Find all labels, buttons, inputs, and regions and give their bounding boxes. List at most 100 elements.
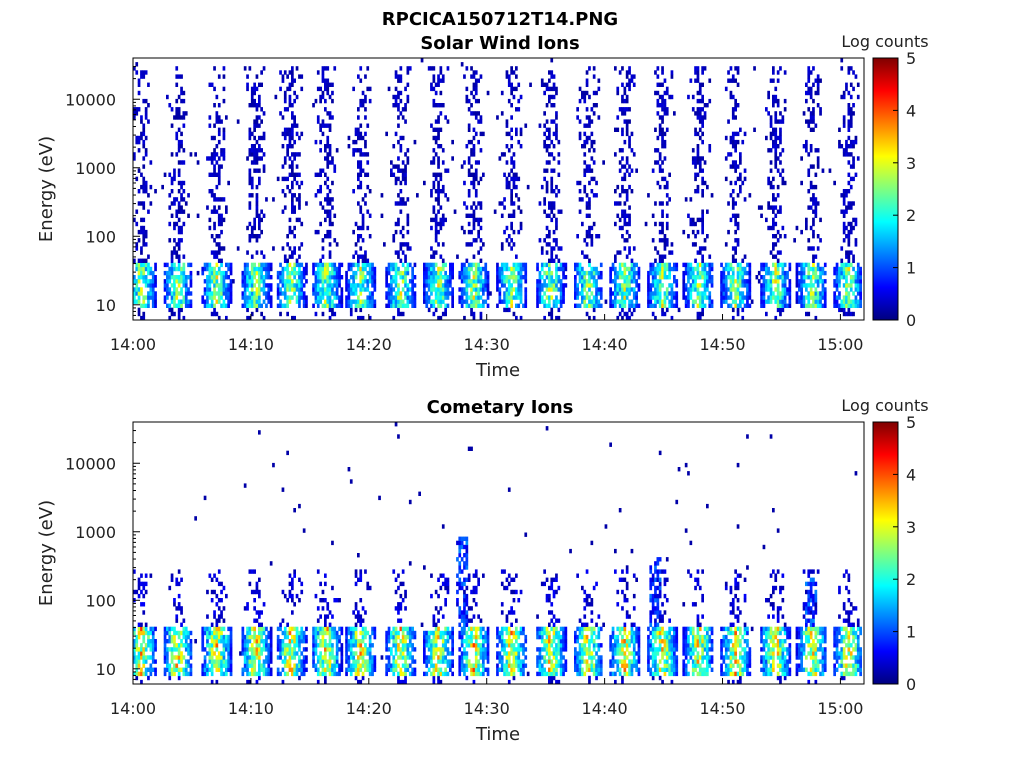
heatmap-cell <box>517 197 521 202</box>
heatmap-cell <box>779 275 782 280</box>
heatmap-cell <box>805 225 808 231</box>
heatmap-cell <box>137 148 141 153</box>
heatmap-cell <box>180 205 183 210</box>
heatmap-cell <box>739 262 742 268</box>
heatmap-cell <box>734 107 737 112</box>
heatmap-cell <box>173 655 176 660</box>
heatmap-cell <box>166 287 169 292</box>
heatmap-cell <box>807 152 811 157</box>
x-tick-label: 14:50 <box>699 335 745 354</box>
heatmap-cell <box>253 90 256 96</box>
heatmap-cell <box>144 135 148 141</box>
heatmap-cell <box>166 667 169 672</box>
heatmap-cell <box>503 295 506 300</box>
heatmap-cell <box>368 266 372 272</box>
heatmap-cell <box>781 225 785 231</box>
heatmap-cell <box>479 283 483 288</box>
heatmap-cell <box>524 299 528 304</box>
heatmap-cell <box>316 172 320 177</box>
heatmap-cell <box>656 283 660 288</box>
heatmap-cell <box>232 279 235 284</box>
heatmap-cell <box>609 275 612 280</box>
heatmap-cell <box>618 303 622 308</box>
heatmap-cell <box>316 303 320 308</box>
heatmap-cell <box>347 135 351 141</box>
heatmap-cell <box>550 279 554 284</box>
heatmap-cell <box>151 291 155 296</box>
heatmap-cell <box>142 217 146 223</box>
heatmap-cell <box>281 74 285 79</box>
heatmap-cell <box>203 655 207 660</box>
heatmap-cell <box>366 258 370 263</box>
heatmap-cell <box>500 201 504 206</box>
heatmap-cell <box>597 291 601 296</box>
heatmap-cell <box>423 266 426 272</box>
heatmap-cell <box>465 295 469 300</box>
heatmap-cell <box>847 291 851 296</box>
heatmap-cell <box>658 152 662 157</box>
heatmap-cell <box>665 180 669 186</box>
heatmap-cell <box>550 152 554 157</box>
heatmap-cell <box>173 295 176 300</box>
heatmap-cell <box>727 270 730 276</box>
heatmap-cell <box>852 103 855 108</box>
heatmap-cell <box>845 144 848 149</box>
heatmap-cell <box>215 618 219 623</box>
heatmap-cell <box>512 160 516 165</box>
heatmap-cell <box>691 160 695 165</box>
heatmap-cell <box>175 287 179 292</box>
heatmap-cell <box>291 127 294 132</box>
heatmap-cell <box>696 74 700 79</box>
heatmap-cell <box>609 270 612 276</box>
heatmap-cell <box>583 270 587 276</box>
heatmap-cell <box>217 299 221 304</box>
heatmap-cell <box>385 266 388 272</box>
heatmap-cell <box>293 287 296 292</box>
heatmap-cell <box>590 225 594 231</box>
heatmap-cell <box>845 266 848 272</box>
heatmap-cell <box>404 152 407 157</box>
heatmap-cell <box>281 176 285 182</box>
heatmap-cell <box>852 291 855 296</box>
heatmap-cell <box>170 258 174 263</box>
heatmap-cell <box>359 209 363 214</box>
heatmap-cell <box>682 275 686 280</box>
heatmap-cell <box>849 111 853 116</box>
heatmap-cell <box>154 295 157 300</box>
heatmap-cell <box>720 283 723 288</box>
heatmap-cell <box>559 299 563 304</box>
heatmap-cell <box>588 135 591 141</box>
heatmap-cell <box>691 94 695 100</box>
heatmap-cell <box>180 610 183 615</box>
heatmap-cell <box>262 168 266 173</box>
heatmap-cell <box>217 283 221 288</box>
heatmap-cell <box>184 630 188 636</box>
heatmap-cell <box>432 287 436 292</box>
heatmap-cell <box>210 156 214 161</box>
heatmap-cell <box>406 242 410 247</box>
heatmap-cell <box>670 295 674 300</box>
heatmap-cell <box>147 119 150 124</box>
heatmap-cell <box>477 295 480 300</box>
heatmap-cell <box>588 283 591 288</box>
heatmap-cell <box>592 90 596 96</box>
heatmap-cell <box>710 275 714 280</box>
heatmap-cell <box>441 148 445 153</box>
heatmap-cell <box>621 234 624 239</box>
heatmap-cell <box>479 119 483 124</box>
heatmap-cell <box>835 270 839 276</box>
heatmap-cell <box>253 262 256 268</box>
heatmap-cell <box>470 295 473 300</box>
heatmap-cell <box>470 307 473 313</box>
heatmap-cell <box>142 311 146 317</box>
heatmap-cell <box>515 176 518 182</box>
heatmap-cell <box>326 279 330 284</box>
heatmap-cell <box>243 667 247 672</box>
heatmap-cell <box>144 152 148 157</box>
heatmap-cell <box>545 213 549 218</box>
heatmap-cell <box>729 90 733 96</box>
heatmap-cell <box>658 168 662 173</box>
heatmap-cell <box>588 201 591 206</box>
heatmap-cell <box>512 213 516 218</box>
plot-frame <box>132 57 865 321</box>
